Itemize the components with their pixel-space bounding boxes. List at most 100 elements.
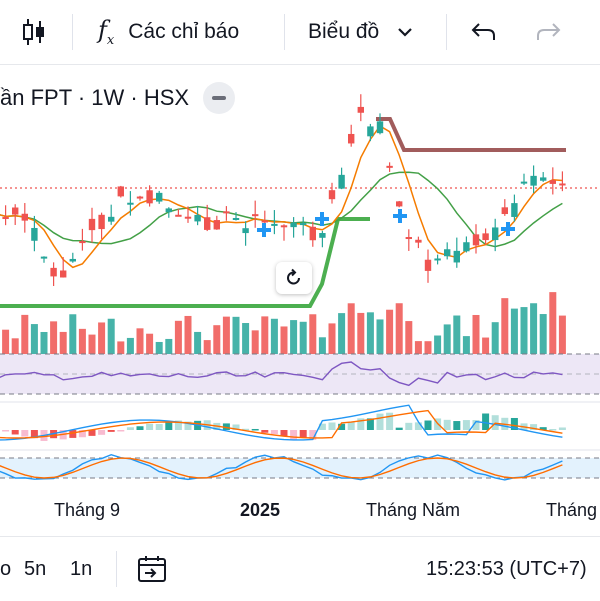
candle-body — [2, 217, 9, 220]
candle-body — [386, 165, 393, 168]
candle-body — [309, 226, 316, 241]
candle-body — [127, 202, 134, 205]
volume-bar — [117, 341, 125, 354]
range-5d-button[interactable]: 5n — [24, 557, 47, 580]
volume-bar — [424, 341, 432, 354]
volume-bar — [251, 330, 259, 354]
macd-histogram-bar — [530, 424, 538, 430]
clock-time[interactable]: 15:23:53 (UTC+7) — [426, 557, 587, 580]
macd-histogram-bar — [472, 420, 480, 430]
macd-histogram-bar — [549, 429, 557, 431]
signal-cross-marker — [393, 209, 407, 223]
volume-bar — [395, 303, 403, 354]
indicators-label: Các chỉ báo — [128, 20, 240, 43]
candle-body — [463, 242, 470, 252]
range-partial-button[interactable]: o — [0, 557, 12, 580]
volume-bar — [242, 323, 250, 354]
volume-bar — [270, 318, 278, 354]
candle-body — [184, 216, 192, 219]
macd-histogram-bar — [251, 428, 259, 431]
volume-bar — [549, 292, 557, 354]
price-chart[interactable] — [0, 64, 600, 494]
calendar-goto-icon[interactable] — [136, 537, 168, 601]
candle-body — [280, 225, 288, 228]
candle-body — [520, 181, 528, 184]
macd-histogram-bar — [98, 430, 106, 435]
x-axis-label: 2025 — [240, 500, 281, 520]
candle-body — [501, 207, 508, 215]
stoch-k-line — [0, 453, 563, 481]
macd-histogram-bar — [395, 427, 403, 430]
reset-chart-button[interactable] — [276, 262, 312, 294]
indicators-button[interactable]: fx Các chỉ báo — [98, 0, 239, 64]
volume-bar — [11, 338, 19, 354]
volume-bar — [194, 331, 202, 354]
volume-bar — [472, 314, 480, 354]
chart-type-button[interactable]: Biểu đồ — [308, 0, 413, 64]
candle-body — [376, 121, 384, 134]
candle-body — [79, 241, 86, 244]
volume-bar — [98, 322, 106, 354]
chart-type-label: Biểu đồ — [308, 20, 380, 43]
macd-histogram-bar — [405, 422, 413, 430]
candle-body — [348, 133, 355, 144]
volume-bar — [21, 314, 29, 354]
macd-histogram-bar — [462, 420, 470, 430]
signal-cross-marker — [315, 212, 329, 226]
volume-bar — [318, 337, 326, 354]
volume-bar — [290, 320, 298, 354]
candles-icon[interactable] — [20, 0, 48, 64]
macd-histogram-bar — [242, 428, 250, 431]
macd-histogram-bar — [386, 412, 394, 430]
toolbar-separator — [284, 14, 285, 50]
range-1d-button[interactable]: 1n — [70, 557, 93, 580]
macd-histogram-bar — [318, 423, 326, 430]
macd-histogram-bar — [347, 422, 355, 430]
candle-body — [261, 220, 268, 223]
volume-bar — [107, 318, 115, 354]
volume-bar — [40, 331, 48, 354]
toolbar-separator — [72, 14, 73, 50]
stoch-d-line — [0, 457, 563, 479]
volume-bar — [309, 314, 317, 354]
macd-histogram-bar — [78, 430, 86, 438]
candle-body — [69, 258, 76, 262]
volume-bar — [174, 320, 182, 354]
candle-body — [60, 270, 67, 278]
macd-histogram-bar — [165, 421, 173, 430]
rotate-icon — [287, 268, 300, 285]
macd-signal-line — [0, 409, 563, 439]
volume-bar — [203, 340, 211, 354]
volume-bar — [376, 319, 384, 354]
redo-icon[interactable] — [534, 0, 562, 64]
candle-body — [453, 250, 460, 263]
candle-body — [540, 177, 547, 181]
volume-bar — [405, 321, 413, 354]
volume-bar — [462, 336, 470, 354]
macd-histogram-bar — [30, 430, 38, 439]
candle-body — [559, 183, 566, 186]
candle-body — [357, 106, 364, 113]
candle-body — [98, 214, 105, 230]
volume-bar — [2, 329, 10, 354]
macd-histogram-bar — [184, 421, 192, 430]
volume-bar — [88, 334, 96, 354]
undo-icon[interactable] — [470, 0, 498, 64]
toolbar-separator — [446, 14, 447, 50]
macd-histogram-bar — [366, 418, 374, 430]
candle-body — [396, 201, 403, 207]
candle-body — [156, 192, 163, 202]
macd-histogram-bar — [222, 423, 230, 430]
volume-bar — [50, 321, 58, 354]
candle-body — [434, 258, 441, 261]
candle-body — [204, 217, 211, 230]
ma-fast-line — [0, 124, 563, 269]
macd-histogram-bar — [357, 418, 365, 430]
volume-bar — [78, 328, 86, 354]
volume-bar — [482, 337, 490, 354]
volume-bar — [530, 303, 538, 354]
legend-collapse-button[interactable] — [203, 82, 236, 114]
symbol-legend[interactable]: ần FPT · 1W · HSX — [0, 80, 236, 116]
macd-histogram-bar — [453, 421, 461, 430]
volume-bar — [222, 316, 230, 354]
